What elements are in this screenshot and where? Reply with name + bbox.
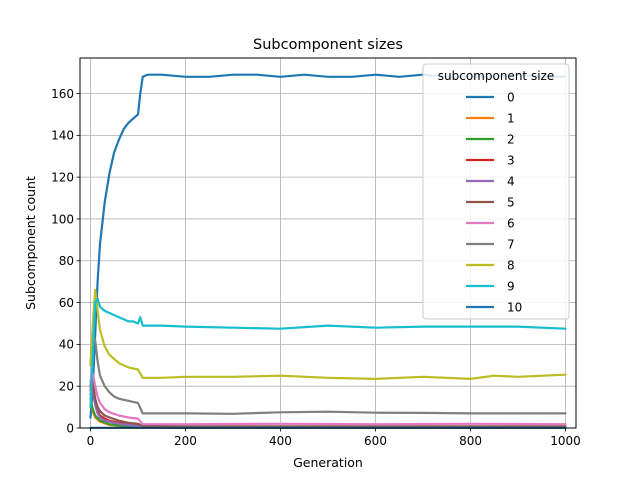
y-tick-label: 160: [51, 87, 74, 101]
legend-title: subcomponent size: [438, 69, 554, 83]
x-tick-label: 400: [269, 434, 292, 448]
x-tick-label: 800: [459, 434, 482, 448]
legend: subcomponent size 0 1 2 3 4 5 6 7 8 9 10: [422, 63, 570, 320]
y-tick-label: 0: [66, 421, 74, 435]
x-axis-ticks: 0 200 400 600 800 1000: [87, 428, 581, 448]
series-line-6: [89, 370, 567, 426]
chart-title: Subcomponent sizes: [253, 37, 403, 53]
legend-label-7: 7: [507, 237, 515, 251]
x-tick-label: 0: [87, 434, 95, 448]
y-tick-label: 100: [51, 212, 74, 226]
y-axis-label: Subcomponent count: [23, 176, 38, 310]
x-tick-label: 1000: [550, 434, 581, 448]
x-axis-label: Generation: [293, 455, 363, 470]
y-tick-label: 20: [59, 379, 74, 393]
series-line-5: [89, 376, 567, 428]
legend-label-3: 3: [507, 153, 515, 167]
y-tick-label: 80: [59, 254, 74, 268]
series-line-8: [89, 288, 567, 380]
x-tick-label: 600: [364, 434, 387, 448]
legend-label-9: 9: [507, 279, 515, 293]
series-line-9: [89, 297, 567, 409]
y-tick-label: 140: [51, 129, 74, 143]
plot-frame: [79, 57, 577, 429]
y-tick-label: 120: [51, 170, 74, 184]
legend-label-5: 5: [507, 195, 515, 209]
legend-label-8: 8: [507, 258, 515, 272]
legend-label-10: 10: [507, 300, 522, 314]
legend-box: [422, 63, 570, 320]
y-tick-label: 40: [59, 338, 74, 352]
legend-label-0: 0: [507, 90, 515, 104]
legend-label-6: 6: [507, 216, 515, 230]
legend-label-1: 1: [507, 111, 515, 125]
legend-label-4: 4: [507, 174, 515, 188]
y-tick-label: 60: [59, 296, 74, 310]
x-tick-label: 200: [174, 434, 197, 448]
y-axis-ticks: 0 20 40 60 80 100 120 140 160: [51, 87, 80, 435]
series-line-7: [89, 332, 567, 415]
legend-label-2: 2: [507, 132, 515, 146]
